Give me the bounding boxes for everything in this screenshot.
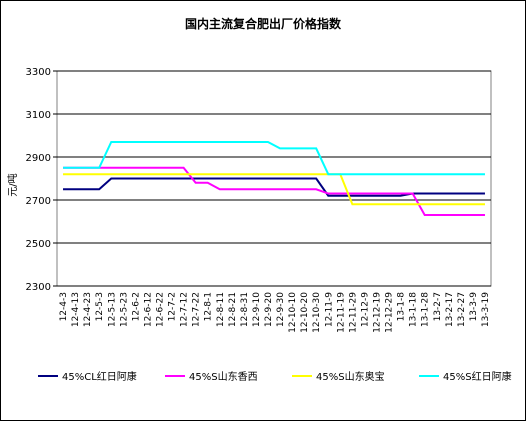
x-tick-label: 12-6-12 bbox=[143, 292, 153, 327]
x-tick-label: 12-8-21 bbox=[228, 292, 238, 327]
x-tick-label: 12-5-13 bbox=[107, 292, 117, 327]
x-tick-label: 12-9-30 bbox=[276, 292, 286, 327]
x-tick-label: 12-11-9 bbox=[324, 292, 334, 327]
x-tick-label: 13-1-8 bbox=[397, 292, 407, 322]
x-tick-label: 12-9-10 bbox=[252, 292, 262, 327]
x-tick-label: 12-10-20 bbox=[300, 292, 310, 333]
legend-label: 45%CL红日阿康 bbox=[62, 370, 137, 383]
x-tick-label: 12-11-19 bbox=[336, 292, 346, 333]
series-line bbox=[63, 166, 485, 217]
x-tick-label: 12-8-11 bbox=[216, 292, 226, 327]
legend-label: 45%S红日阿康 bbox=[443, 370, 512, 383]
series-line bbox=[63, 177, 485, 197]
x-tick-label: 13-3-19 bbox=[481, 292, 491, 327]
series-line bbox=[63, 140, 485, 176]
x-tick-label: 12-4-3 bbox=[59, 292, 69, 321]
legend-label: 45%S山东奥宝 bbox=[316, 370, 385, 383]
x-tick-label: 12-5-3 bbox=[95, 292, 105, 321]
y-axis-label: 元/吨 bbox=[6, 173, 19, 196]
x-tick-label: 12-11-29 bbox=[348, 292, 358, 333]
chart-title: 国内主流复合肥出厂价格指数 bbox=[185, 16, 342, 31]
x-tick-label: 13-2-17 bbox=[445, 292, 455, 327]
x-tick-label: 12-5-23 bbox=[119, 292, 129, 327]
x-tick-label: 12-6-22 bbox=[155, 292, 165, 327]
x-tick-label: 13-2-7 bbox=[433, 292, 443, 321]
x-tick-label: 13-2-27 bbox=[457, 292, 467, 327]
y-tick-label: 2900 bbox=[26, 153, 51, 164]
x-tick-label: 12-4-13 bbox=[71, 292, 81, 327]
x-tick-label: 12-12-29 bbox=[385, 292, 395, 333]
x-tick-label: 12-8-1 bbox=[204, 292, 214, 321]
legend-label: 45%S山东香西 bbox=[189, 370, 258, 383]
y-tick-label: 2700 bbox=[26, 196, 51, 207]
x-tick-label: 12-10-30 bbox=[312, 292, 322, 333]
y-tick-label: 2500 bbox=[26, 239, 51, 250]
x-tick-label: 12-7-2 bbox=[168, 292, 178, 321]
x-tick-label: 13-3-9 bbox=[469, 292, 479, 322]
x-tick-label: 12-10-10 bbox=[288, 292, 298, 333]
x-tick-label: 12-7-12 bbox=[180, 292, 190, 327]
x-tick-label: 12-12-19 bbox=[372, 292, 382, 333]
x-tick-label: 13-1-28 bbox=[421, 292, 431, 327]
x-tick-label: 13-1-18 bbox=[409, 292, 419, 327]
series-line bbox=[63, 173, 485, 206]
y-tick-label: 3300 bbox=[26, 67, 51, 78]
x-tick-label: 12-6-2 bbox=[131, 292, 141, 321]
x-tick-label: 12-9-20 bbox=[264, 292, 274, 327]
y-tick-label: 2300 bbox=[26, 282, 51, 293]
x-tick-label: 12-4-23 bbox=[83, 292, 93, 327]
x-tick-label: 12-8-31 bbox=[240, 292, 250, 327]
y-tick-label: 3100 bbox=[26, 110, 51, 121]
x-tick-label: 12-7-22 bbox=[192, 292, 202, 327]
x-tick-label: 12-12-9 bbox=[360, 292, 370, 327]
